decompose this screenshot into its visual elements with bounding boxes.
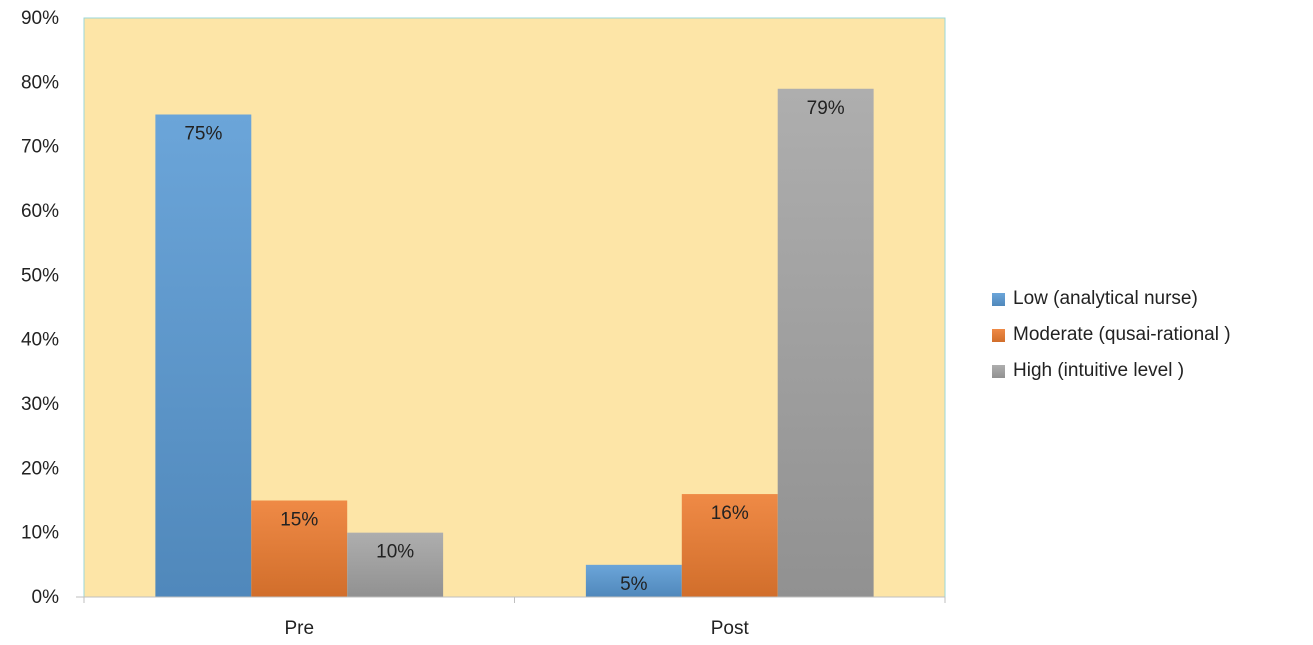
legend-swatch bbox=[992, 364, 1005, 378]
legend-item: Low (analytical nurse) bbox=[992, 284, 1307, 314]
legend: Low (analytical nurse) Moderate (qusai-ra… bbox=[992, 284, 1307, 392]
data-label: 16% bbox=[711, 503, 749, 524]
y-tick-label: 90% bbox=[21, 8, 59, 29]
bar-high-post bbox=[777, 88, 874, 598]
legend-label: High (intuitive level ) bbox=[1013, 360, 1185, 381]
y-tick-label: 10% bbox=[21, 523, 59, 544]
y-tick-label: 70% bbox=[21, 137, 59, 158]
legend-label: Moderate (qusai-rational ) bbox=[1013, 324, 1231, 345]
bar-moderate-pre bbox=[251, 500, 348, 597]
bar-low-pre bbox=[155, 114, 252, 597]
y-tick-label: 30% bbox=[21, 394, 59, 415]
bar-low-post bbox=[585, 564, 682, 597]
bar-high-pre bbox=[347, 532, 444, 597]
bar-moderate-post bbox=[681, 494, 778, 597]
y-tick-label: 50% bbox=[21, 265, 59, 286]
data-label: 79% bbox=[807, 98, 845, 119]
y-tick-label: 60% bbox=[21, 201, 59, 222]
data-label: 10% bbox=[376, 542, 414, 563]
legend-label: Low (analytical nurse) bbox=[1013, 288, 1198, 309]
legend-item: High (intuitive level ) bbox=[992, 356, 1307, 386]
legend-item: Moderate (qusai-rational ) bbox=[992, 320, 1307, 350]
legend-swatch bbox=[992, 328, 1005, 342]
data-label: 15% bbox=[280, 510, 318, 531]
y-tick-label: 80% bbox=[21, 72, 59, 93]
x-tick-label: Pre bbox=[284, 618, 314, 639]
y-tick-label: 20% bbox=[21, 458, 59, 479]
y-tick-label: 0% bbox=[32, 587, 60, 608]
x-tick-label: Post bbox=[711, 618, 750, 639]
data-label: 5% bbox=[620, 574, 648, 595]
data-label: 75% bbox=[184, 124, 222, 145]
legend-swatch bbox=[992, 292, 1005, 306]
y-tick-label: 40% bbox=[21, 330, 59, 351]
